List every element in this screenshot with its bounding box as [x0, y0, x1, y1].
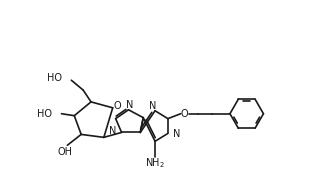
Text: OH: OH	[58, 147, 73, 157]
Text: O: O	[114, 101, 122, 111]
Text: N: N	[173, 129, 180, 139]
Text: NH$_2$: NH$_2$	[145, 156, 165, 170]
Text: HO: HO	[47, 73, 62, 83]
Text: N: N	[126, 100, 133, 110]
Text: HO: HO	[36, 109, 52, 119]
Text: N: N	[109, 126, 117, 136]
Text: N: N	[149, 101, 157, 111]
Text: O: O	[181, 109, 188, 119]
